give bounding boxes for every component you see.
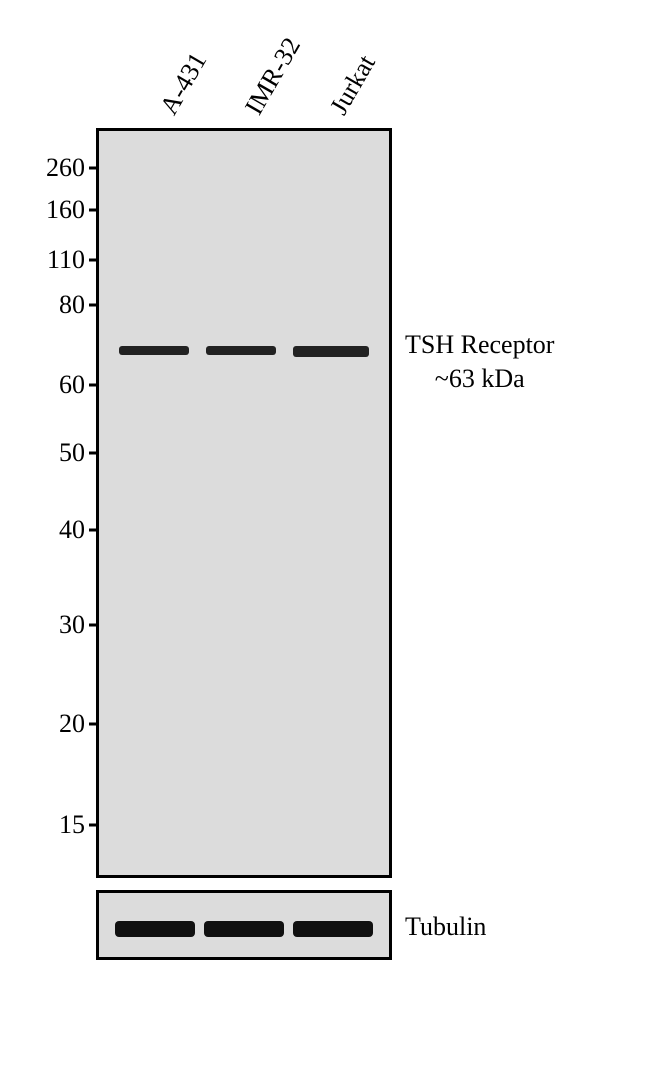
- band-lane-1: [119, 346, 189, 355]
- target-name: TSH Receptor: [405, 328, 554, 362]
- western-blot-figure: A-431 IMR-32 Jurkat 260 160 110 80 60 50 40 30 2…: [0, 0, 650, 1072]
- mw-label-80: 80: [59, 290, 85, 320]
- mw-label-260: 260: [46, 153, 85, 183]
- loading-control-label: Tubulin: [405, 910, 486, 944]
- mw-label-50: 50: [59, 438, 85, 468]
- mw-label-30: 30: [59, 610, 85, 640]
- lane-label-1: A-431: [154, 47, 213, 120]
- tubulin-band-lane-2: [204, 921, 284, 937]
- lane-label-3: Jurkat: [324, 50, 382, 120]
- mw-label-15: 15: [59, 810, 85, 840]
- mw-label-40: 40: [59, 515, 85, 545]
- tubulin-band-lane-1: [115, 921, 195, 937]
- target-size: ~63 kDa: [405, 362, 554, 396]
- tubulin-band-lane-3: [293, 921, 373, 937]
- target-protein-label: TSH Receptor ~63 kDa: [405, 328, 554, 396]
- lane-labels-group: A-431 IMR-32 Jurkat: [110, 10, 390, 130]
- mw-label-110: 110: [47, 245, 85, 275]
- main-blot-panel: [96, 128, 392, 878]
- lane-label-2: IMR-32: [239, 32, 307, 120]
- band-lane-2: [206, 346, 276, 355]
- tsh-receptor-band-row: [99, 346, 389, 357]
- tubulin-band-row: [99, 921, 389, 937]
- mw-label-60: 60: [59, 370, 85, 400]
- band-lane-3: [293, 346, 369, 357]
- mw-label-20: 20: [59, 709, 85, 739]
- tubulin-blot-panel: [96, 890, 392, 960]
- mw-label-160: 160: [46, 195, 85, 225]
